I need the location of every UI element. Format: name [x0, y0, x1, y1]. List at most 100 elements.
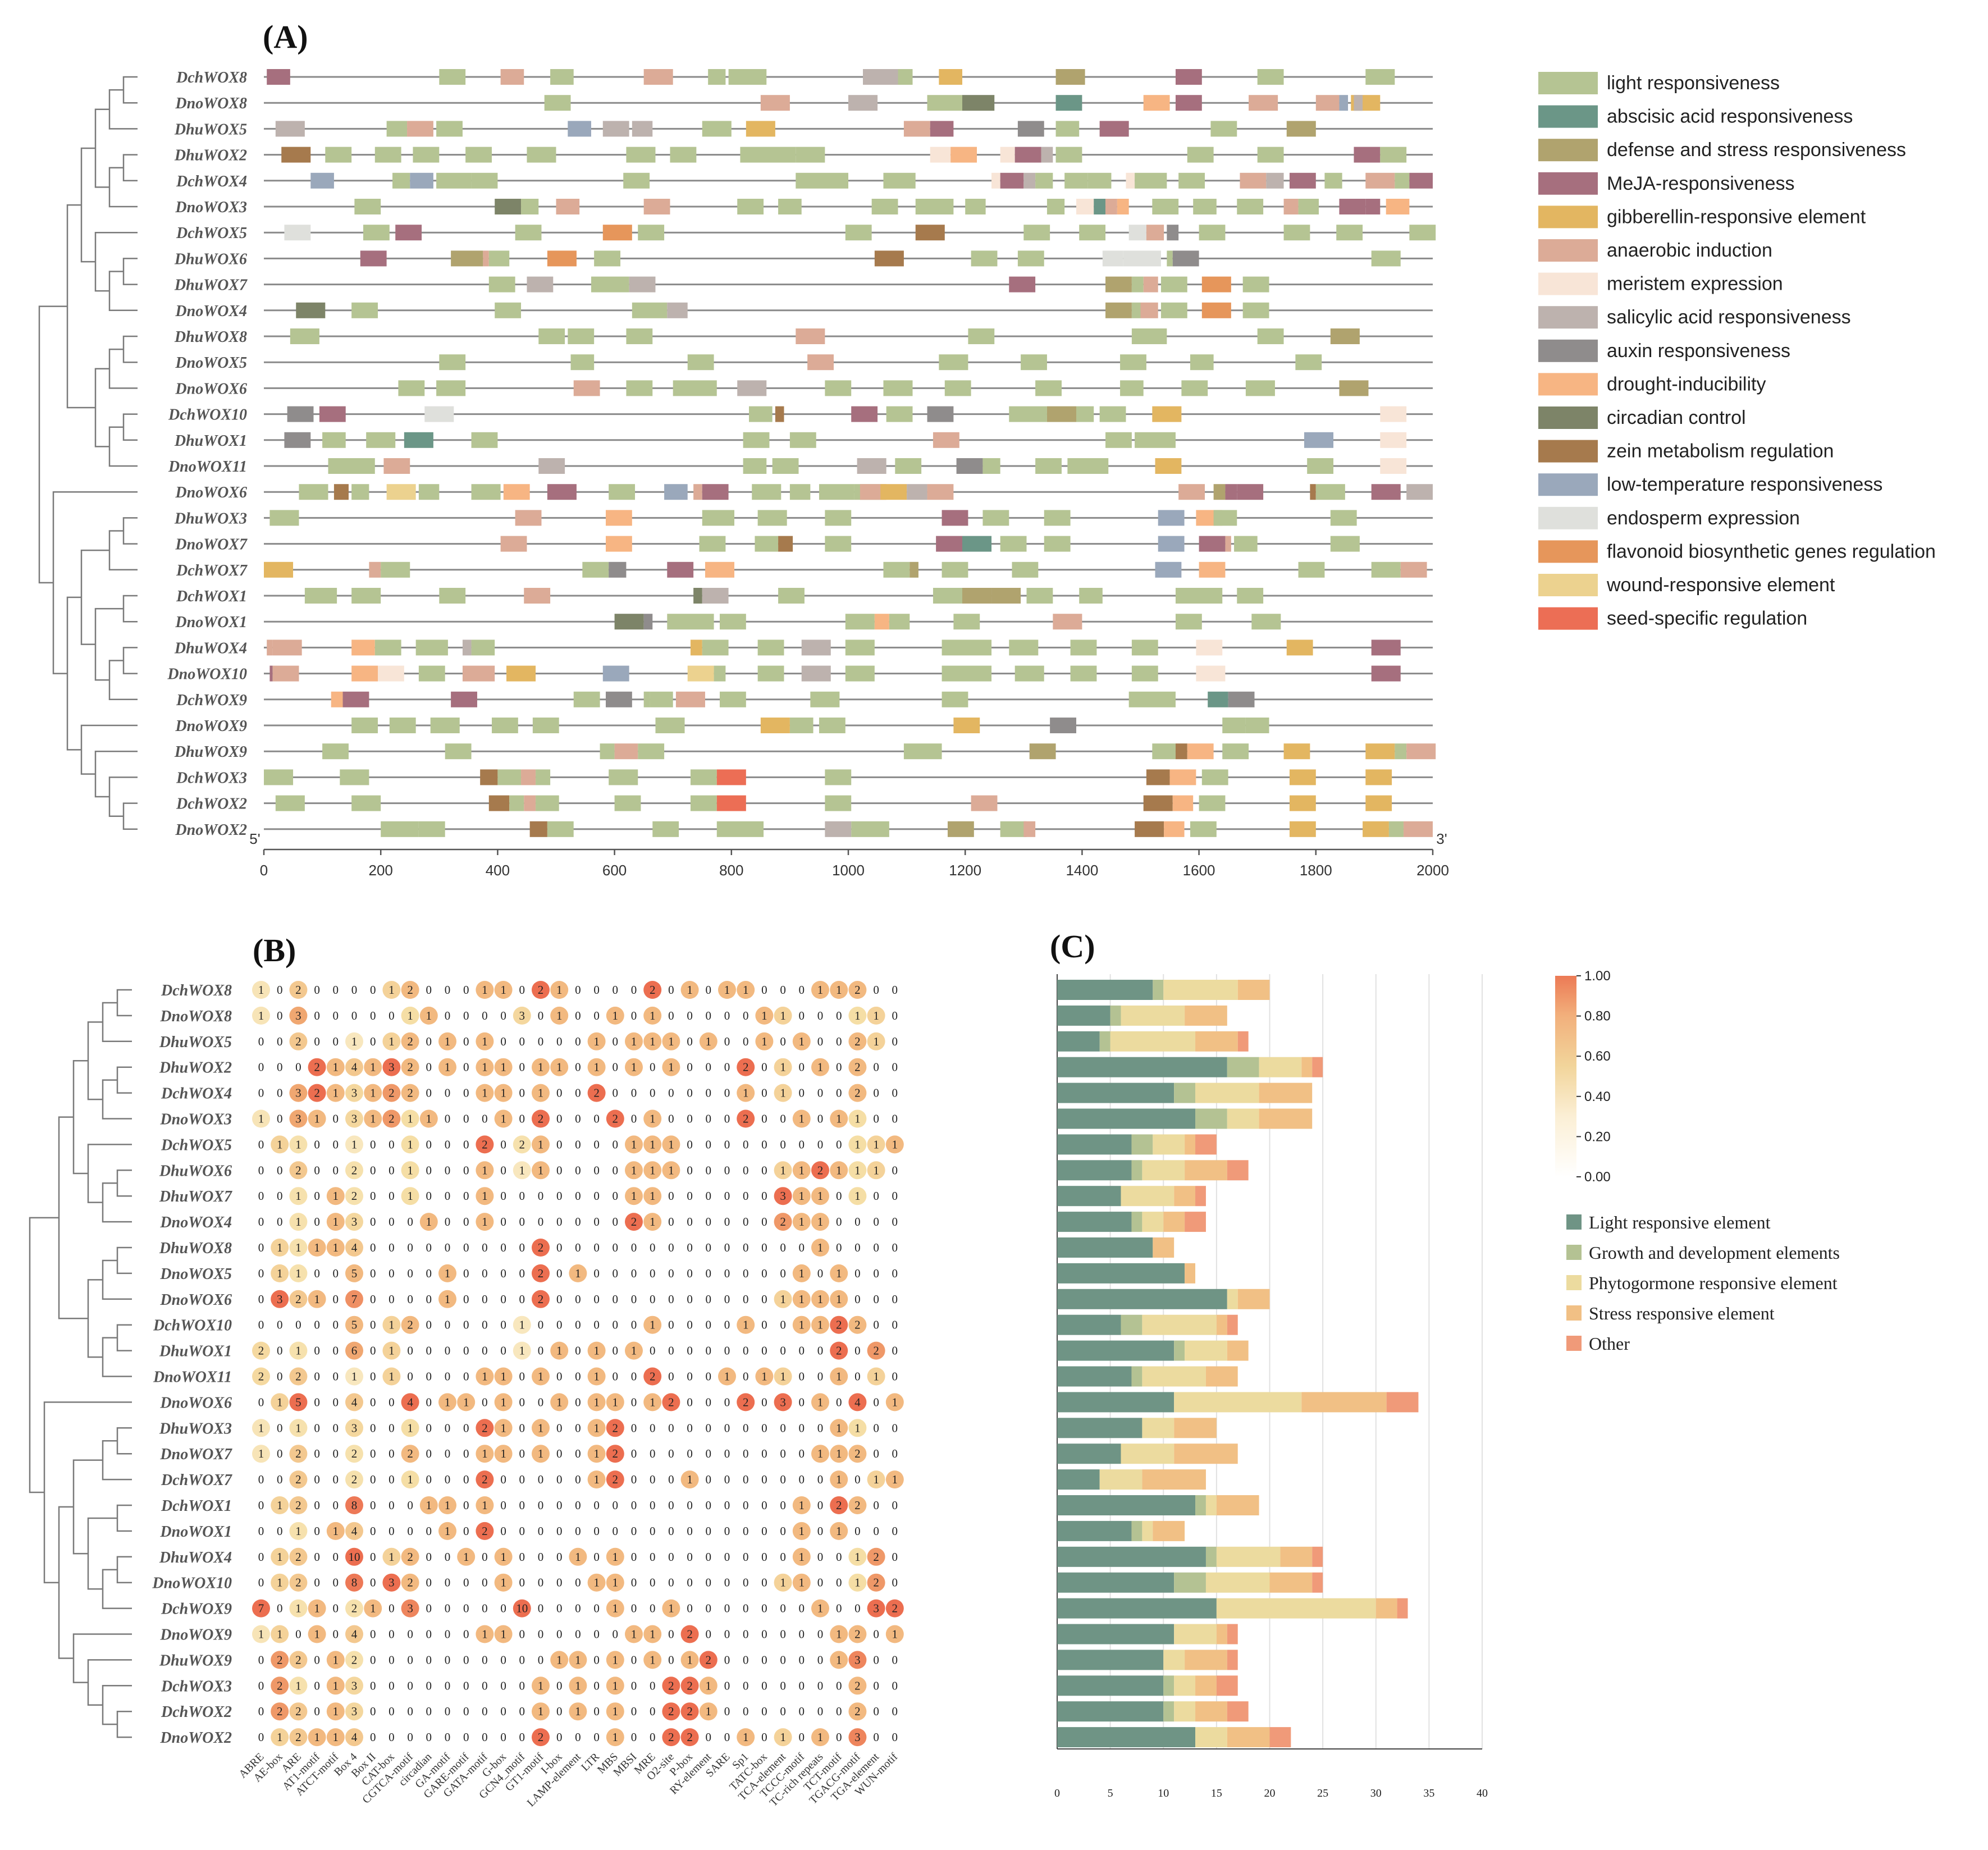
count-label: 1	[892, 1395, 898, 1409]
tree-branch	[94, 368, 109, 447]
heat-cell	[382, 1341, 401, 1360]
heat-cell	[830, 1315, 848, 1334]
count-label: 0	[724, 1241, 730, 1254]
count-label: 0	[873, 1215, 879, 1228]
count-label: 2	[407, 1035, 413, 1048]
element-box	[1143, 95, 1170, 111]
count-label: 0	[333, 1318, 339, 1332]
count-label: 0	[556, 1138, 563, 1151]
count-label: 0	[277, 1035, 283, 1048]
element-box	[965, 199, 986, 214]
heat-cell	[271, 1573, 289, 1592]
element-box	[439, 354, 466, 371]
element-box	[851, 821, 889, 837]
bar-segment	[1057, 1134, 1132, 1155]
element-box	[752, 484, 782, 500]
count-label: 1	[407, 1189, 413, 1203]
legend-label: salicylic acid responsiveness	[1607, 307, 1851, 328]
element-box	[927, 406, 954, 422]
element-box	[772, 458, 799, 474]
element-box	[605, 536, 632, 552]
count-label: 0	[295, 1061, 301, 1074]
count-label: 0	[556, 1602, 563, 1615]
count-label: 0	[761, 1653, 767, 1666]
count-label: 0	[613, 1499, 619, 1512]
count-label: 0	[426, 1035, 432, 1048]
count-label: 0	[836, 1679, 842, 1692]
count-label: 0	[538, 1653, 544, 1666]
count-label: 4	[854, 1395, 861, 1409]
count-label: 0	[258, 1473, 264, 1486]
element-box	[1041, 147, 1053, 163]
count-label: 1	[575, 1550, 581, 1564]
element-box	[643, 69, 673, 85]
count-label: 0	[500, 1215, 506, 1228]
count-label: 0	[389, 1679, 395, 1692]
bar-segment	[1174, 1444, 1238, 1464]
element-box	[398, 380, 425, 396]
count-label: 1	[706, 1705, 712, 1718]
count-label: 2	[482, 1138, 488, 1151]
heat-cell	[252, 1625, 270, 1643]
count-label: 0	[873, 1241, 879, 1254]
count-label: 1	[593, 1344, 600, 1358]
count-label: 0	[445, 1602, 451, 1615]
count-label: 1	[817, 983, 824, 997]
count-label: 0	[799, 1086, 805, 1100]
heat-cell	[811, 1315, 829, 1334]
count-label: 0	[556, 1447, 563, 1460]
count-label: 0	[389, 1395, 395, 1409]
count-label: 0	[463, 1602, 469, 1615]
count-label: 0	[724, 1447, 730, 1460]
legend-c-swatch	[1566, 1305, 1582, 1321]
heat-cell	[308, 1058, 326, 1076]
count-label: 1	[258, 1447, 264, 1460]
count-label: 2	[593, 1086, 600, 1100]
count-label: 0	[407, 1344, 413, 1358]
count-label: 0	[575, 1318, 581, 1332]
element-box	[594, 250, 621, 267]
heat-cell	[680, 1702, 699, 1721]
count-label: 0	[892, 1524, 898, 1538]
tree-branch	[72, 1059, 88, 1175]
count-label: 1	[817, 1189, 824, 1203]
count-label: 0	[668, 1241, 674, 1254]
element-box	[702, 639, 729, 656]
heat-cell	[289, 1419, 308, 1437]
heat-cell	[345, 1702, 363, 1721]
heat-cell	[401, 1393, 419, 1412]
count-label: 1	[650, 1628, 656, 1641]
count-label: 0	[873, 1267, 879, 1280]
element-box	[556, 199, 580, 214]
count-label: 2	[519, 1138, 525, 1151]
count-label: 0	[370, 1679, 376, 1692]
count-label: 1	[836, 1112, 842, 1126]
bar-segment	[1099, 1031, 1110, 1052]
count-label: 2	[873, 1344, 879, 1358]
heat-cell	[289, 1573, 308, 1592]
bar-segment	[1163, 1701, 1174, 1722]
count-label: 0	[650, 1241, 656, 1254]
legend-label: flavonoid biosynthetic genes regulation	[1607, 541, 1936, 562]
count-label: 1	[873, 1163, 879, 1177]
count-label: 1	[780, 1370, 786, 1383]
count-label: 1	[333, 1061, 339, 1074]
count-label: 0	[892, 1653, 898, 1666]
count-label: 1	[482, 1189, 488, 1203]
count-label: 2	[687, 1705, 693, 1718]
count-label: 0	[873, 1112, 879, 1126]
element-box	[527, 276, 554, 293]
count-label: 0	[706, 1576, 712, 1589]
element-box	[1406, 743, 1436, 760]
element-box	[1123, 250, 1161, 267]
heat-cell	[401, 1187, 419, 1205]
element-box	[1014, 665, 1044, 682]
motif-count-heatmap: DchWOX8 1 0 2 0 0 0 0 1 2 0 0 0 1 1 0 2 1 0 0 0 0 2 0 1 0 1 1 0 0 0 1 1 2…	[152, 981, 904, 1809]
count-label: 0	[724, 1421, 730, 1435]
heat-cell	[438, 1058, 456, 1076]
legend-label: light responsiveness	[1607, 72, 1780, 94]
count-label: 0	[668, 1086, 674, 1100]
count-label: 1	[799, 1550, 805, 1564]
count-label: 2	[407, 1318, 413, 1332]
